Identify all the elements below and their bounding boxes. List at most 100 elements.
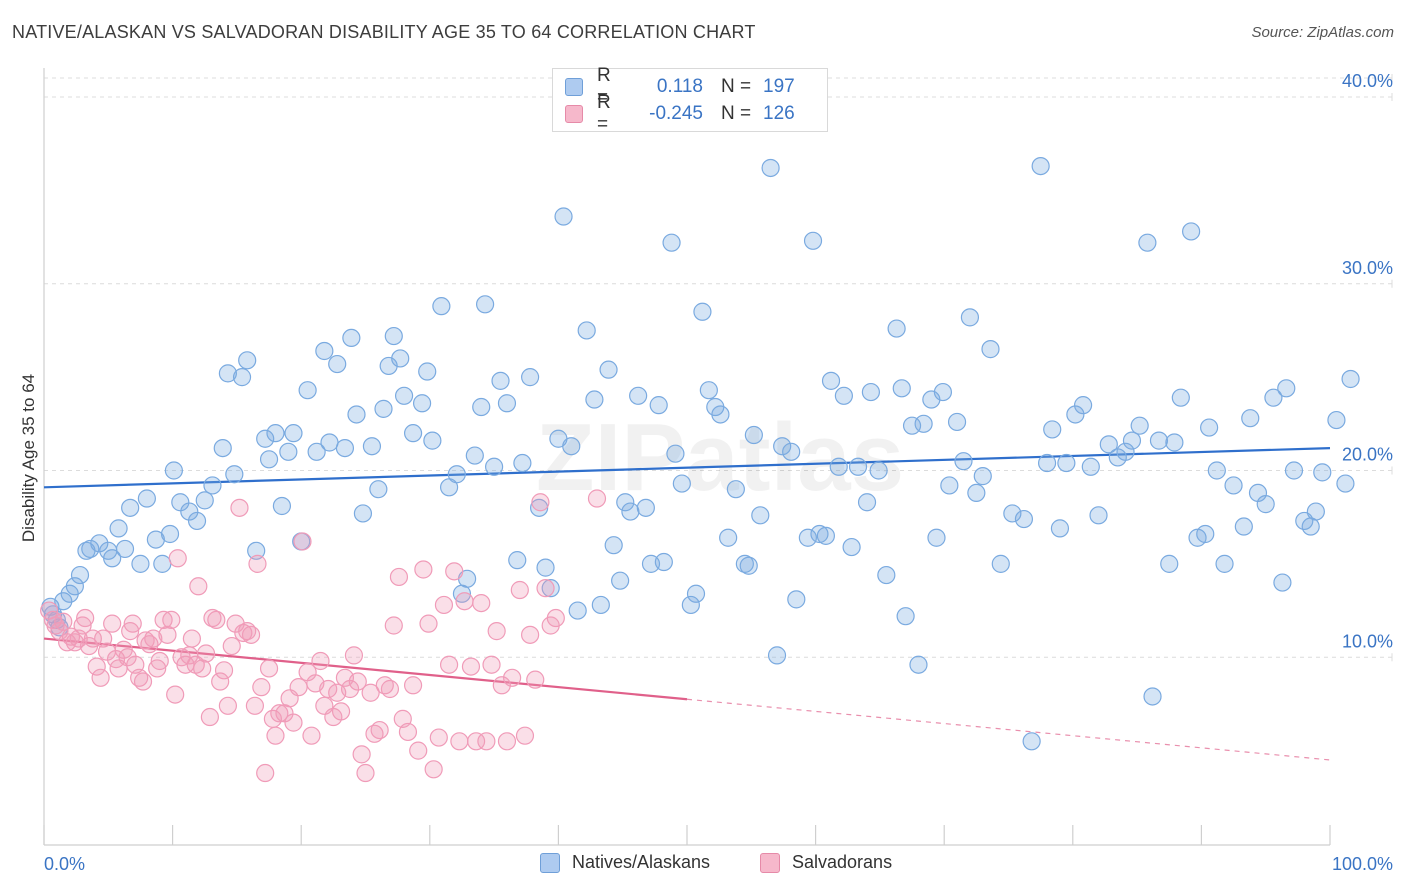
data-point	[344, 646, 364, 665]
data-point	[1149, 431, 1169, 450]
data-point	[160, 524, 180, 544]
data-point	[744, 425, 763, 445]
data-point	[252, 678, 271, 697]
data-point	[81, 539, 100, 559]
data-point	[662, 233, 681, 252]
data-point	[711, 405, 730, 424]
data-point	[1207, 461, 1226, 480]
data-point	[232, 368, 252, 387]
data-point	[54, 612, 73, 631]
data-point	[1284, 461, 1304, 480]
data-point	[450, 732, 469, 751]
data-point	[1182, 222, 1201, 241]
data-point	[475, 295, 495, 314]
data-point	[773, 437, 792, 456]
data-point	[577, 321, 596, 340]
data-point	[896, 607, 915, 626]
trend-line-salvadorans-extension	[686, 698, 1331, 761]
watermark: ZIPatlas	[536, 404, 904, 511]
x-tick-label: 100.0%	[1332, 854, 1393, 874]
data-point	[666, 444, 685, 463]
y-tick-label: 40.0%	[1342, 71, 1393, 91]
data-point	[1241, 409, 1260, 428]
data-point	[1130, 416, 1149, 435]
data-point	[649, 396, 668, 415]
data-point	[455, 592, 474, 611]
data-point	[585, 390, 604, 409]
data-point	[180, 502, 199, 521]
data-point	[767, 646, 787, 665]
data-point	[513, 453, 532, 473]
data-point	[497, 732, 517, 751]
data-point	[218, 364, 237, 383]
data-point	[546, 608, 565, 628]
natives-swatch	[565, 78, 583, 96]
n-label: N =	[721, 103, 752, 124]
data-point	[259, 450, 279, 469]
data-point	[1014, 509, 1034, 529]
data-point	[370, 720, 389, 740]
data-point	[266, 424, 285, 443]
data-point	[761, 158, 780, 178]
data-point	[414, 560, 433, 579]
data-point	[465, 446, 484, 465]
data-point	[115, 539, 135, 559]
r-value: 0.118	[656, 76, 703, 97]
data-point	[384, 616, 403, 635]
data-point	[241, 625, 261, 644]
data-point	[342, 328, 361, 348]
data-point	[284, 713, 303, 732]
data-point	[536, 579, 555, 598]
data-point	[1306, 502, 1325, 521]
tick-labels: 10.0% 20.0% 30.0% 40.0% 0.0% 100.0%	[44, 71, 1393, 874]
data-point	[356, 763, 375, 783]
data-point	[672, 474, 691, 493]
data-point	[121, 498, 140, 517]
axes	[43, 68, 1331, 846]
data-point	[477, 732, 496, 751]
data-point	[654, 552, 673, 572]
data-point	[362, 437, 382, 456]
data-point	[591, 595, 610, 615]
legend-swatch-salvadorans	[760, 852, 780, 873]
data-point	[369, 480, 388, 499]
data-point	[803, 231, 823, 250]
data-point	[857, 493, 877, 512]
data-point	[869, 461, 888, 480]
data-point	[1234, 517, 1253, 536]
data-point	[200, 707, 219, 727]
y-tick-label: 30.0%	[1342, 258, 1393, 278]
data-point	[214, 661, 234, 680]
source-label: Source: ZipAtlas.com	[1251, 24, 1394, 41]
n-value: 197	[763, 76, 795, 97]
data-point	[182, 629, 201, 648]
trend-line-natives	[43, 446, 1331, 489]
chart-title: NATIVE/ALASKAN VS SALVADORAN DISABILITY …	[12, 22, 756, 42]
data-point	[118, 648, 137, 667]
y-tick-label: 20.0%	[1342, 445, 1393, 465]
data-point	[266, 726, 285, 745]
data-point	[719, 528, 738, 547]
data-point	[751, 506, 770, 525]
data-point	[403, 424, 423, 443]
data-point	[787, 590, 806, 609]
data-point	[284, 424, 303, 443]
data-point	[782, 442, 801, 461]
legend-item-salvadorans[interactable]: Salvadorans	[760, 852, 892, 873]
data-point	[403, 676, 423, 695]
data-point	[418, 362, 437, 381]
data-point	[1160, 554, 1179, 573]
data-point	[315, 341, 334, 361]
data-point	[195, 491, 214, 510]
data-point	[162, 610, 181, 630]
data-point	[521, 368, 540, 387]
data-point	[1031, 156, 1050, 176]
legend-item-natives[interactable]: Natives/Alaskans	[540, 852, 710, 873]
data-point	[121, 622, 140, 641]
data-point	[1327, 410, 1346, 430]
data-point	[482, 655, 501, 674]
data-point	[245, 696, 265, 715]
legend-swatch-natives	[540, 852, 560, 873]
data-point	[150, 651, 169, 671]
data-point	[1277, 379, 1296, 398]
